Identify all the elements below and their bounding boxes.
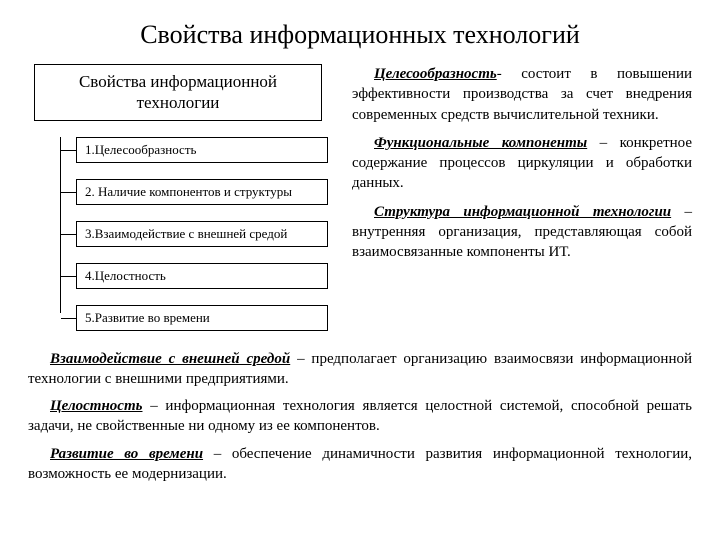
bottom-term-3: Развитие во времени <box>50 446 203 462</box>
bottom-def-1: Взаимодействие с внешней средой – предпо… <box>28 349 692 390</box>
definitions-column: Целесообразность- состоит в повышении эф… <box>352 64 692 331</box>
diagram-header: Свойства информационной технологии <box>34 64 322 121</box>
page-title: Свойства информационных технологий <box>28 20 692 50</box>
upper-section: Свойства информационной технологии 1.Цел… <box>28 64 692 331</box>
tree-item-4: 4.Целостность <box>76 263 328 289</box>
bottom-term-2: Целостность <box>50 398 142 414</box>
diagram-column: Свойства информационной технологии 1.Цел… <box>28 64 328 331</box>
diagram-tree: 1.Целесообразность 2. Наличие компоненто… <box>60 137 328 331</box>
bottom-def-3: Развитие во времени – обеспечение динами… <box>28 444 692 485</box>
tree-item-1: 1.Целесообразность <box>76 137 328 163</box>
bottom-section: Взаимодействие с внешней средой – предпо… <box>28 349 692 485</box>
term-3: Структура информационной технологии <box>374 204 671 220</box>
tree-item-5: 5.Развитие во времени <box>76 305 328 331</box>
tree-item-2: 2. Наличие компонентов и структуры <box>76 179 328 205</box>
bottom-term-1: Взаимодействие с внешней средой <box>50 351 290 367</box>
definition-3: Структура информационной технологии – вн… <box>352 202 692 263</box>
bottom-def-2: Целостность – информационная технология … <box>28 396 692 437</box>
definition-2: Функциональные компоненты – конкретное с… <box>352 133 692 194</box>
term-1: Целесообразность <box>374 66 497 82</box>
term-2: Функциональные компоненты <box>374 135 587 151</box>
definition-1: Целесообразность- состоит в повышении эф… <box>352 64 692 125</box>
tree-item-3: 3.Взаимодействие с внешней средой <box>76 221 328 247</box>
